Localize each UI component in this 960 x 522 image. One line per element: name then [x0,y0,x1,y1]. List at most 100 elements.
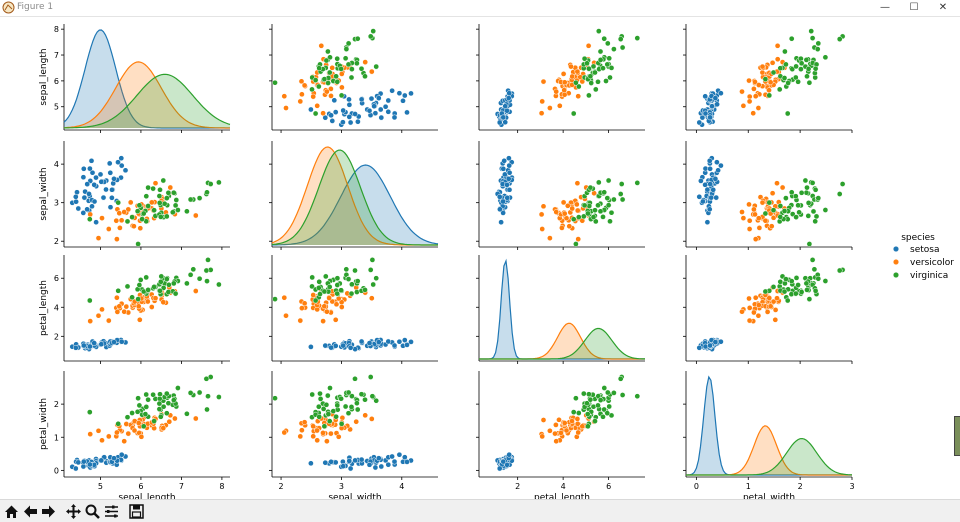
point-virginica [170,280,177,287]
point-virginica [782,48,788,55]
point-setosa [340,107,347,114]
point-setosa [103,186,109,193]
point-virginica [342,403,349,410]
point-versicolor [152,180,159,187]
point-versicolor [167,184,174,191]
point-versicolor [297,433,304,440]
point-virginica [358,391,365,398]
point-virginica [321,423,328,430]
point-virginica [777,65,784,72]
point-versicolor [192,415,199,422]
point-virginica [776,86,783,93]
point-versicolor [114,236,120,242]
point-versicolor [560,71,567,77]
point-setosa [698,178,704,184]
point-setosa [715,167,721,174]
subplot-sepal_width-vs-petal_width [683,141,853,250]
pan-icon[interactable] [65,503,82,520]
point-virginica [334,282,341,288]
point-setosa [87,461,93,468]
close-button[interactable]: ✕ [938,2,948,13]
point-setosa [400,97,406,104]
point-versicolor [116,303,123,310]
point-versicolor [746,201,752,208]
point-virginica [196,195,203,201]
point-setosa [100,194,107,201]
save-icon[interactable] [128,503,145,520]
point-virginica [135,395,141,402]
point-versicolor [368,68,375,75]
point-virginica [809,257,816,263]
home-icon[interactable] [3,503,20,520]
point-virginica [603,78,609,84]
point-virginica [315,83,322,90]
side-scroll-handle[interactable] [954,416,960,456]
maximize-button[interactable]: ☐ [909,2,919,13]
point-virginica [634,180,641,186]
point-versicolor [318,42,325,49]
point-setosa [355,118,361,125]
point-virginica [124,283,131,290]
point-setosa [340,119,346,126]
y-axis-label: petal_length [39,280,49,336]
point-versicolor [121,209,128,215]
point-setosa [500,114,507,121]
point-versicolor [756,225,763,231]
point-versicolor [329,64,336,71]
point-versicolor [310,292,317,298]
point-virginica [812,186,819,193]
configure-subplots-icon[interactable] [103,503,120,520]
point-setosa [98,178,105,185]
point-setosa [91,340,98,346]
point-setosa [346,114,353,120]
zoom-icon[interactable] [84,503,101,520]
point-virginica [617,36,624,42]
point-versicolor [320,318,326,324]
point-virginica [145,396,151,403]
point-versicolor [746,77,752,84]
point-setosa [80,458,87,465]
kde-line-virginica [271,149,438,246]
minimize-button[interactable]: — [880,2,890,13]
point-setosa [93,174,99,181]
point-setosa [700,198,706,205]
point-virginica [345,276,352,282]
point-virginica [143,274,150,281]
point-virginica [334,290,341,297]
forward-arrow-icon[interactable] [40,503,57,520]
point-versicolor [148,199,155,206]
point-setosa [396,90,403,97]
point-versicolor [774,56,781,63]
point-virginica [140,423,147,430]
point-virginica [604,195,611,201]
point-setosa [704,219,711,226]
point-setosa [389,453,395,460]
point-setosa [340,463,347,470]
point-virginica [796,209,802,216]
point-virginica [151,284,157,290]
point-setosa [718,90,724,97]
point-setosa [347,465,354,472]
point-versicolor [362,59,369,65]
point-versicolor [301,300,308,307]
point-versicolor [566,223,573,230]
point-versicolor [769,190,776,197]
point-versicolor [125,430,132,437]
point-virginica [836,36,843,42]
point-versicolor [755,215,762,222]
point-virginica [812,218,819,225]
point-virginica [585,210,591,217]
point-setosa [385,97,392,104]
point-virginica [805,200,812,206]
point-virginica [204,189,210,196]
point-versicolor [121,308,128,315]
point-virginica [803,57,810,63]
point-virginica [793,63,799,70]
point-virginica [316,278,323,285]
back-arrow-icon[interactable] [22,503,39,520]
legend-title: species [901,233,935,243]
point-virginica [321,288,328,295]
point-virginica [312,77,319,83]
point-virginica [611,196,617,203]
point-virginica [352,267,358,274]
